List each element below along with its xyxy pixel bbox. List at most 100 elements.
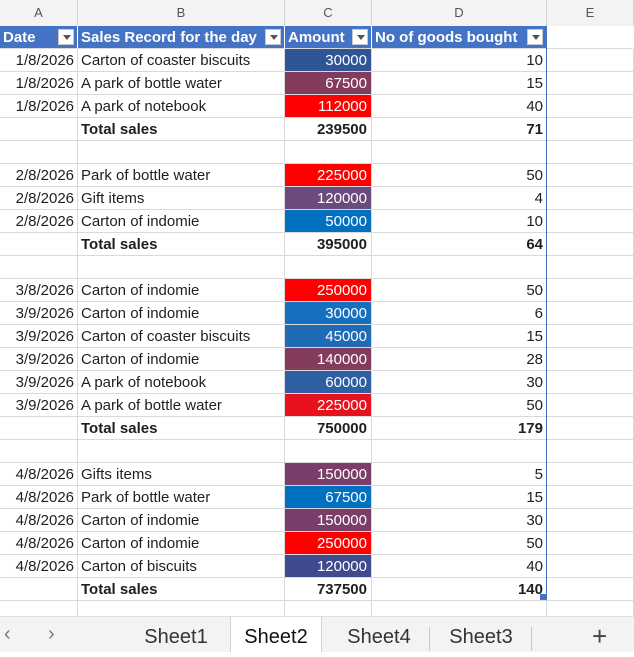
amount-cell[interactable]: 30000 <box>285 302 372 325</box>
amount-cell[interactable]: 140000 <box>285 348 372 371</box>
goods-count-cell[interactable]: 50 <box>372 164 547 187</box>
total-label-cell[interactable]: Total sales <box>78 118 285 141</box>
empty-cell[interactable] <box>547 394 634 417</box>
total-label-cell[interactable]: Total sales <box>78 417 285 440</box>
scroll-right-icon[interactable]: › <box>48 623 55 645</box>
date-cell[interactable] <box>0 141 78 164</box>
empty-cell[interactable] <box>547 578 634 601</box>
column-header-a[interactable]: A <box>0 0 78 26</box>
goods-count-cell[interactable]: 40 <box>372 555 547 578</box>
empty-cell[interactable] <box>547 348 634 371</box>
date-cell[interactable]: 1/8/2026 <box>0 49 78 72</box>
amount-cell[interactable]: 60000 <box>285 371 372 394</box>
date-cell[interactable]: 3/9/2026 <box>0 348 78 371</box>
goods-count-cell[interactable]: 28 <box>372 348 547 371</box>
item-cell[interactable] <box>78 440 285 463</box>
tab-sheet4[interactable]: Sheet4 <box>347 626 411 648</box>
empty-cell[interactable] <box>547 325 634 348</box>
total-label-cell[interactable]: Total sales <box>78 233 285 256</box>
empty-cell[interactable] <box>547 233 634 256</box>
item-cell[interactable]: Gift items <box>78 187 285 210</box>
amount-cell[interactable]: 150000 <box>285 463 372 486</box>
date-cell[interactable]: 2/8/2026 <box>0 164 78 187</box>
empty-cell[interactable] <box>547 187 634 210</box>
amount-cell[interactable]: 737500 <box>285 578 372 601</box>
item-cell[interactable]: Carton of indomie <box>78 210 285 233</box>
empty-cell[interactable] <box>547 26 634 49</box>
date-cell[interactable] <box>0 578 78 601</box>
empty-cell[interactable] <box>547 463 634 486</box>
amount-cell[interactable]: 225000 <box>285 394 372 417</box>
empty-cell[interactable] <box>547 49 634 72</box>
filter-dropdown-icon[interactable] <box>352 29 368 45</box>
empty-cell[interactable] <box>547 210 634 233</box>
empty-cell[interactable] <box>547 555 634 578</box>
item-cell[interactable]: Carton of indomie <box>78 279 285 302</box>
goods-count-cell[interactable]: 15 <box>372 325 547 348</box>
filter-dropdown-icon[interactable] <box>265 29 281 45</box>
column-header-e[interactable]: E <box>547 0 634 26</box>
date-cell[interactable]: 3/8/2026 <box>0 279 78 302</box>
amount-cell[interactable]: 50000 <box>285 210 372 233</box>
table-resize-handle[interactable] <box>540 594 546 600</box>
item-cell[interactable]: A park of bottle water <box>78 72 285 95</box>
amount-cell[interactable]: 239500 <box>285 118 372 141</box>
date-cell[interactable] <box>0 417 78 440</box>
date-cell[interactable] <box>0 233 78 256</box>
empty-cell[interactable] <box>547 72 634 95</box>
goods-count-cell[interactable]: 30 <box>372 509 547 532</box>
item-cell[interactable]: Carton of coaster biscuits <box>78 49 285 72</box>
total-label-cell[interactable]: Total sales <box>78 578 285 601</box>
column-header-b[interactable]: B <box>78 0 285 26</box>
empty-cell[interactable] <box>547 532 634 555</box>
goods-count-cell[interactable]: 5 <box>372 463 547 486</box>
goods-count-cell[interactable]: 64 <box>372 233 547 256</box>
header-cell-amount[interactable]: Amount <box>285 26 372 49</box>
amount-cell[interactable]: 120000 <box>285 555 372 578</box>
tab-sheet2[interactable]: Sheet2 <box>230 617 322 652</box>
goods-count-cell[interactable] <box>372 141 547 164</box>
empty-cell[interactable] <box>547 509 634 532</box>
goods-count-cell[interactable]: 10 <box>372 49 547 72</box>
amount-cell[interactable]: 67500 <box>285 486 372 509</box>
goods-count-cell[interactable]: 15 <box>372 486 547 509</box>
item-cell[interactable]: A park of bottle water <box>78 394 285 417</box>
date-cell[interactable]: 1/8/2026 <box>0 72 78 95</box>
scroll-left-icon[interactable]: ‹ <box>4 623 11 645</box>
empty-cell[interactable] <box>547 440 634 463</box>
amount-cell[interactable]: 250000 <box>285 279 372 302</box>
goods-count-cell[interactable]: 179 <box>372 417 547 440</box>
goods-count-cell[interactable]: 40 <box>372 95 547 118</box>
date-cell[interactable]: 4/8/2026 <box>0 486 78 509</box>
item-cell[interactable]: Gifts items <box>78 463 285 486</box>
header-cell-record[interactable]: Sales Record for the day <box>78 26 285 49</box>
amount-cell[interactable]: 150000 <box>285 509 372 532</box>
date-cell[interactable]: 3/9/2026 <box>0 325 78 348</box>
filter-dropdown-icon[interactable] <box>58 29 74 45</box>
item-cell[interactable]: Park of bottle water <box>78 164 285 187</box>
item-cell[interactable]: Carton of indomie <box>78 302 285 325</box>
date-cell[interactable]: 3/9/2026 <box>0 371 78 394</box>
empty-cell[interactable] <box>547 302 634 325</box>
amount-cell[interactable]: 225000 <box>285 164 372 187</box>
goods-count-cell[interactable]: 71 <box>372 118 547 141</box>
column-header-d[interactable]: D <box>372 0 547 26</box>
amount-cell[interactable]: 112000 <box>285 95 372 118</box>
item-cell[interactable]: Carton of indomie <box>78 532 285 555</box>
column-header-c[interactable]: C <box>285 0 372 26</box>
item-cell[interactable] <box>78 256 285 279</box>
header-cell-date[interactable]: Date <box>0 26 78 49</box>
goods-count-cell[interactable] <box>372 256 547 279</box>
date-cell[interactable] <box>0 118 78 141</box>
date-cell[interactable]: 2/8/2026 <box>0 210 78 233</box>
date-cell[interactable]: 4/8/2026 <box>0 532 78 555</box>
item-cell[interactable]: Carton of indomie <box>78 509 285 532</box>
date-cell[interactable]: 4/8/2026 <box>0 463 78 486</box>
item-cell[interactable]: Carton of coaster biscuits <box>78 325 285 348</box>
empty-cell[interactable] <box>547 95 634 118</box>
date-cell[interactable]: 2/8/2026 <box>0 187 78 210</box>
amount-cell[interactable]: 395000 <box>285 233 372 256</box>
date-cell[interactable] <box>0 256 78 279</box>
item-cell[interactable]: A park of notebook <box>78 371 285 394</box>
empty-cell[interactable] <box>547 118 634 141</box>
